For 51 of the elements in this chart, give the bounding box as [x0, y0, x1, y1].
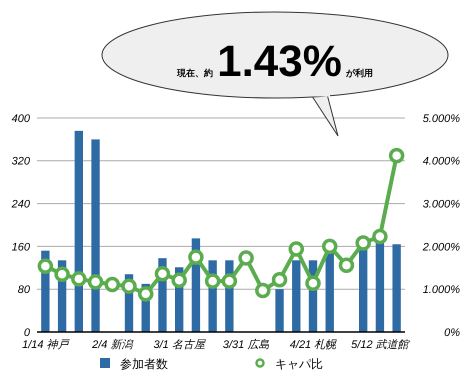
y-tick-label: 240 — [10, 198, 31, 210]
bar — [74, 130, 83, 332]
point — [355, 235, 371, 251]
point — [222, 273, 238, 289]
x-tick-label: 4/21 札幌 — [290, 338, 338, 351]
y2-tick-label: 2.000% — [422, 241, 460, 254]
point — [188, 249, 204, 265]
point — [372, 228, 388, 244]
y2-tick-label: 4.000% — [422, 156, 460, 168]
y-tick-label: 400 — [12, 112, 31, 125]
y-tick-label: 80 — [18, 284, 31, 296]
point — [71, 271, 87, 287]
point — [204, 273, 220, 289]
point — [272, 272, 288, 288]
text: 現在、約 — [176, 68, 214, 78]
x-tick-label: 5/12 武道館 — [351, 338, 411, 351]
legend-label: 参加者数 — [120, 357, 168, 371]
point — [38, 258, 54, 274]
point — [322, 238, 338, 254]
point — [54, 266, 70, 282]
point — [288, 241, 304, 257]
point — [104, 276, 120, 292]
text: 1.43% — [217, 37, 342, 86]
point — [121, 278, 137, 294]
legend-label: キャパ比 — [275, 357, 323, 371]
y-tick-label: 160 — [12, 241, 31, 254]
point — [88, 274, 104, 290]
y2-tick-label: 3.000% — [422, 198, 460, 210]
point — [238, 250, 254, 266]
point — [138, 286, 154, 302]
bar — [326, 252, 334, 332]
text: が利用 — [344, 68, 373, 78]
point — [154, 266, 170, 282]
y2-tick-label: 0% — [444, 326, 460, 339]
x-tick-label: 3/31 広島 — [222, 338, 270, 351]
y2-tick-label: 1.000% — [422, 284, 460, 296]
point — [305, 275, 321, 291]
y-tick-label: 320 — [12, 156, 31, 168]
point — [388, 148, 404, 164]
bar — [392, 244, 401, 332]
bar — [376, 242, 384, 332]
y-tick-label: 0 — [24, 326, 31, 339]
point — [171, 272, 187, 288]
x-tick-label: 3/1 名古屋 — [154, 338, 206, 351]
x-tick-label: 1/14 神戸 — [22, 338, 71, 351]
point — [338, 257, 354, 273]
x-tick-label: 2/4 新潟 — [91, 338, 134, 351]
point — [255, 282, 271, 298]
y2-tick-label: 5.000% — [422, 112, 460, 125]
bar — [275, 289, 284, 332]
bar — [292, 260, 300, 332]
